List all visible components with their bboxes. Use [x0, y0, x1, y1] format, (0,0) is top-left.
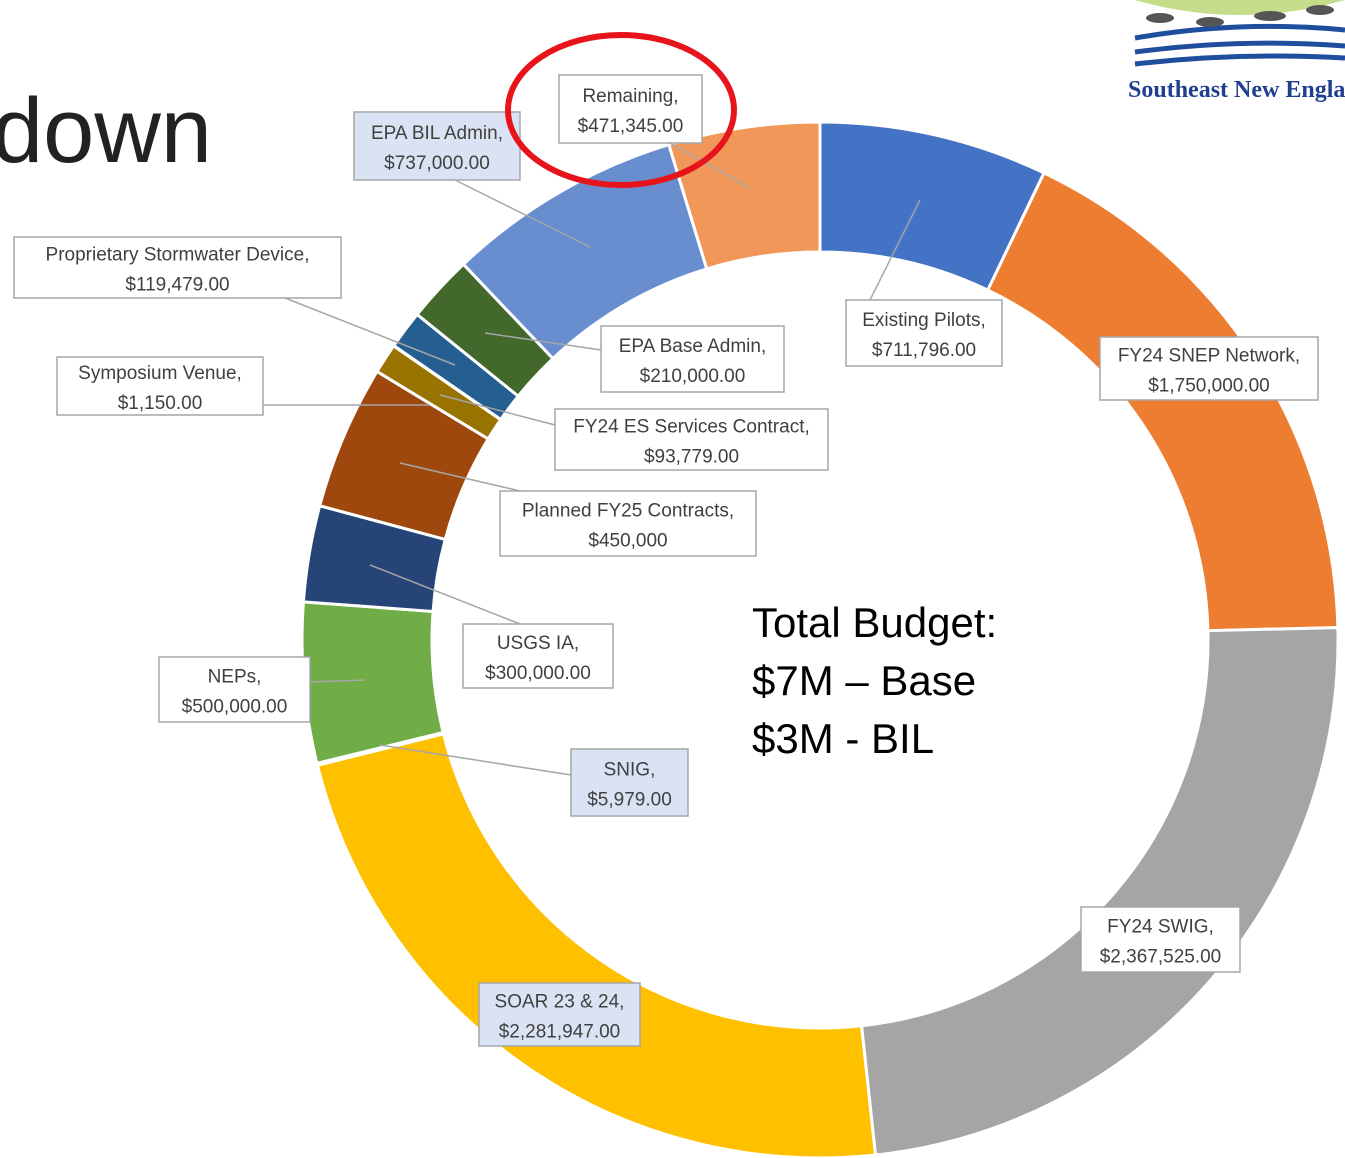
leader-line	[454, 179, 591, 248]
leader-line	[669, 142, 751, 189]
donut-segment	[315, 732, 878, 1158]
label-box	[570, 748, 689, 817]
label-box	[1099, 336, 1319, 401]
category-label: Remaining,	[582, 86, 678, 107]
value-label: $1,750,000.00	[1148, 376, 1270, 397]
value-label: $737,000.00	[384, 153, 490, 174]
category-label: Planned FY25 Contracts,	[522, 501, 734, 522]
category-label: EPA BIL Admin,	[371, 123, 503, 144]
value-label: $450,000	[588, 531, 667, 552]
donut-chart: Existing Pilots, $711,796.00 FY24 SNEP Net…	[13, 74, 1340, 1158]
category-label: FY24 SWIG,	[1107, 917, 1214, 938]
category-label: Symposium Venue,	[78, 363, 242, 384]
category-label: EPA Base Admin,	[619, 336, 767, 357]
label-box	[462, 623, 614, 689]
value-label: $5,979.00	[587, 790, 672, 811]
label-box	[478, 982, 641, 1047]
label-box	[1080, 906, 1241, 973]
label-box	[13, 236, 342, 299]
value-label: $2,367,525.00	[1100, 947, 1222, 968]
leader-line	[379, 744, 572, 776]
value-label: $1,150.00	[118, 393, 203, 414]
label-box	[499, 490, 757, 557]
category-label: FY24 SNEP Network,	[1118, 346, 1300, 367]
leader-line	[439, 394, 556, 426]
value-label: $2,281,947.00	[499, 1022, 621, 1043]
donut-segment	[985, 170, 1340, 633]
value-label: $471,345.00	[578, 116, 684, 137]
donut-segment	[859, 626, 1340, 1157]
value-label: $210,000.00	[640, 366, 746, 387]
value-label: $119,479.00	[125, 275, 229, 296]
category-label: SNIG,	[604, 760, 656, 781]
category-label: SOAR 23 & 24,	[495, 992, 625, 1013]
category-label: Proprietary Stormwater Device,	[46, 245, 310, 266]
label-box	[558, 74, 703, 144]
logo: Southeast New Englan	[1128, 0, 1345, 103]
category-label: NEPs,	[208, 667, 262, 688]
body-text: $3M - BIL	[752, 715, 934, 762]
label-box	[554, 408, 829, 471]
value-label: $300,000.00	[485, 663, 591, 684]
body-text: Total Budget:	[752, 599, 997, 646]
body-text: $7M – Base	[752, 657, 976, 704]
label-box	[56, 356, 264, 416]
leader-line	[369, 564, 521, 625]
label-box	[158, 656, 311, 723]
category-label: FY24 ES Services Contract,	[573, 417, 810, 438]
label-box	[353, 111, 521, 181]
category-label: Existing Pilots,	[862, 310, 986, 331]
slide-title: down	[0, 80, 212, 182]
leader-line	[869, 199, 921, 301]
logo-text: Southeast New Englan	[1128, 77, 1345, 103]
category-label: USGS IA,	[497, 633, 579, 654]
label-box	[845, 299, 1003, 367]
value-label: $93,779.00	[644, 447, 739, 468]
value-label: $711,796.00	[872, 340, 976, 361]
label-box	[600, 325, 785, 393]
leader-line	[484, 332, 602, 351]
value-label: $500,000.00	[182, 697, 288, 718]
leader-line	[309, 679, 366, 683]
highlight-circle	[505, 32, 737, 188]
leader-line	[284, 297, 456, 366]
leader-line	[399, 462, 521, 492]
